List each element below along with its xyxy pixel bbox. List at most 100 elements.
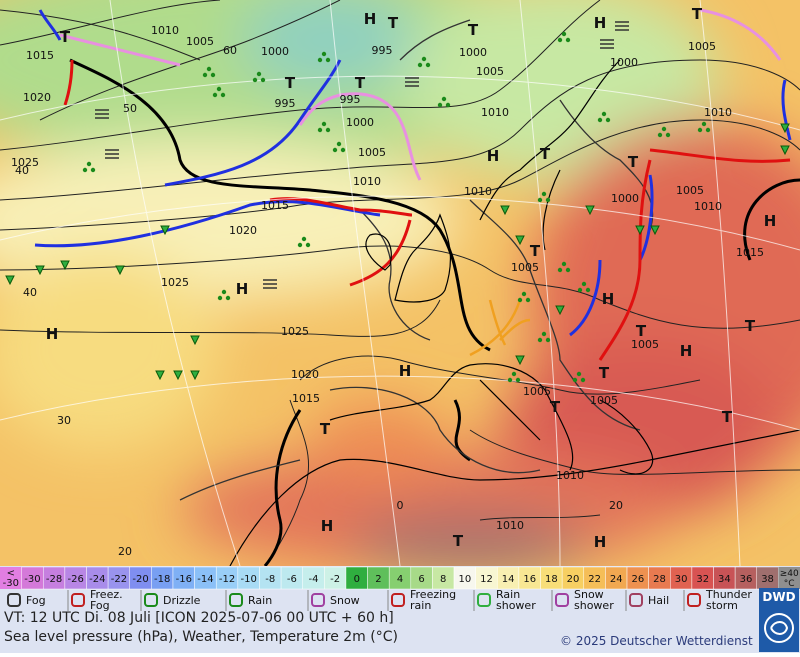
rain-dot xyxy=(220,92,226,98)
shower-symbol xyxy=(515,355,525,366)
rain-dot xyxy=(541,331,547,337)
rain-dot xyxy=(321,121,327,127)
scale-cell xyxy=(778,567,800,589)
isobar-label: 1000 xyxy=(261,45,289,58)
weather-label: Rain xyxy=(496,588,520,601)
scale-label: 32 xyxy=(696,574,709,585)
rain-dot xyxy=(256,71,262,77)
isobar-label: 995 xyxy=(340,93,361,106)
shower-symbol xyxy=(635,225,645,236)
rain-dot xyxy=(572,377,578,383)
isobar-label: 1015 xyxy=(26,49,54,62)
pressure-center: T xyxy=(320,420,331,438)
isobar-label: 1010 xyxy=(464,185,492,198)
isobar-label: 1000 xyxy=(610,56,638,69)
rain-dot xyxy=(325,57,331,63)
rain-dot xyxy=(317,127,323,133)
scale-label: -30 xyxy=(3,578,19,589)
scale-label: 26 xyxy=(631,574,644,585)
rain-dot xyxy=(525,297,531,303)
scale-label: -18 xyxy=(154,574,170,585)
isobar-label: 1005 xyxy=(688,40,716,53)
isobar-label: 1020 xyxy=(23,91,51,104)
dwd-logo-mark xyxy=(764,613,794,643)
weather-symbol xyxy=(477,593,491,607)
isobar-label: 1000 xyxy=(346,116,374,129)
rain-dot xyxy=(210,72,216,78)
shower-symbol xyxy=(555,305,565,316)
rain-dot xyxy=(86,161,92,167)
scale-label: -30 xyxy=(24,574,40,585)
weather-symbol xyxy=(629,593,643,607)
scale-label: 2 xyxy=(375,574,381,585)
weather-label: Freez. xyxy=(90,588,123,601)
shower-symbol xyxy=(173,370,183,381)
scale-label: 30 xyxy=(675,574,688,585)
weather-label: Fog xyxy=(26,594,46,607)
pressure-center: T xyxy=(692,5,703,23)
shower-symbol xyxy=(35,265,45,276)
pressure-center: H xyxy=(487,147,500,165)
rain-dot xyxy=(545,197,551,203)
rain-dot xyxy=(577,287,583,293)
pressure-center: T xyxy=(722,408,733,426)
weather-symbol xyxy=(687,593,701,607)
pressure-center: T xyxy=(60,28,71,46)
pressure-center: H xyxy=(399,362,412,380)
rain-dot xyxy=(437,102,443,108)
shower-symbol xyxy=(5,275,15,286)
isobar-label: 1005 xyxy=(523,385,551,398)
rain-dot xyxy=(601,111,607,117)
scale-label: 36 xyxy=(740,574,753,585)
pressure-center: T xyxy=(745,317,756,335)
weather-label: Snow xyxy=(330,594,360,607)
scale-label: 38 xyxy=(761,574,774,585)
rain-dot xyxy=(212,92,218,98)
rain-dot xyxy=(336,141,342,147)
rain-dot xyxy=(216,86,222,92)
copyright: © 2025 Deutscher Wetterdienst xyxy=(560,634,753,648)
rain-dot xyxy=(252,77,258,83)
pressure-center: H xyxy=(364,10,377,28)
weather-symbol xyxy=(229,593,243,607)
rain-dot xyxy=(202,72,208,78)
weather-label: Drizzle xyxy=(163,594,201,607)
rain-dot xyxy=(321,51,327,57)
scale-label: ≥40 xyxy=(780,569,799,579)
shower-symbol xyxy=(515,235,525,246)
shower-symbol xyxy=(585,205,595,216)
scale-label: 20 xyxy=(567,574,580,585)
weather-label: shower xyxy=(574,599,614,612)
rain-dot xyxy=(325,127,331,133)
rain-dot xyxy=(565,37,571,43)
pressure-center: H xyxy=(602,290,615,308)
shower-symbol xyxy=(650,225,660,236)
isobar-label: 1025 xyxy=(281,325,309,338)
shower-symbol xyxy=(60,260,70,271)
rain-dot xyxy=(417,62,423,68)
pressure-center: T xyxy=(540,145,551,163)
rain-dot xyxy=(705,127,711,133)
rain-dot xyxy=(441,96,447,102)
scale-label: 10 xyxy=(458,574,471,585)
isobar-label: 1020 xyxy=(229,224,257,237)
isobar-label: 995 xyxy=(372,44,393,57)
isobar-label: 1005 xyxy=(511,261,539,274)
weather-label: Thunder xyxy=(705,588,752,601)
weather-label: Fog xyxy=(90,599,110,612)
pressure-center: H xyxy=(764,212,777,230)
isobar-label: 1015 xyxy=(292,392,320,405)
rain-dot xyxy=(580,377,586,383)
scale-label: 14 xyxy=(502,574,515,585)
rain-dot xyxy=(605,117,611,123)
scale-cell xyxy=(0,567,22,589)
isobar-label: 20 xyxy=(118,545,132,558)
pressure-center: T xyxy=(530,242,541,260)
weather-symbol xyxy=(71,593,85,607)
weather-label: Snow xyxy=(574,588,604,601)
isobar-label: 1005 xyxy=(590,394,618,407)
isobar-label: 1005 xyxy=(476,65,504,78)
